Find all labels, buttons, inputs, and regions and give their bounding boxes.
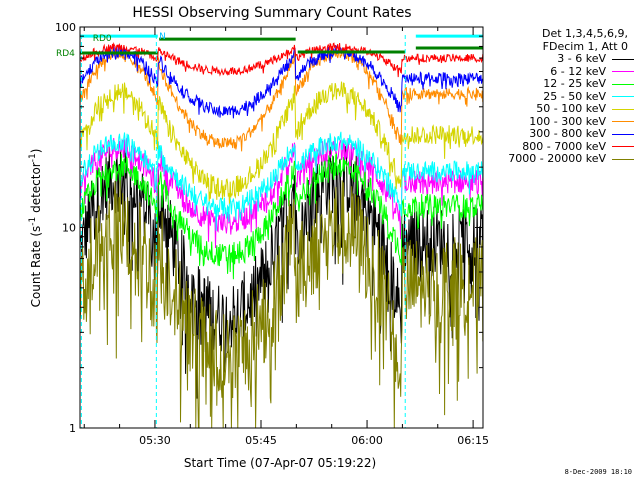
- n-label: N: [159, 32, 166, 42]
- legend-swatch: [612, 133, 634, 135]
- legend-entry: 7000 - 20000 keV: [486, 152, 636, 166]
- series-line-9: [79, 180, 484, 429]
- legend-entry: 800 - 7000 keV: [486, 139, 636, 154]
- legend: Det 1,3,4,5,6,9, FDecim 1, Att 0 3 - 6 k…: [486, 27, 636, 166]
- legend-swatch: [612, 121, 634, 123]
- legend-header-line-2: FDecim 1, Att 0: [542, 39, 628, 53]
- series-line-5: [79, 81, 484, 204]
- y-tick-label: 10: [62, 222, 76, 235]
- x-tick-label: 06:00: [351, 434, 383, 447]
- x-tick-label: 05:45: [245, 434, 277, 447]
- rd0-label: RD0: [93, 34, 112, 44]
- x-tick-label: 05:30: [139, 434, 171, 447]
- axes-layer: 1 10 100 05:30 05:45 06:00 06:15: [55, 21, 489, 447]
- legend-entry: 12 - 25 keV: [486, 77, 636, 91]
- series-line-6: [79, 47, 484, 152]
- legend-entry-label: 6 - 12 keV: [550, 64, 606, 78]
- legend-entry: 6 - 12 keV: [486, 64, 636, 79]
- legend-swatch: [612, 71, 634, 73]
- series-line-7: [79, 44, 484, 119]
- series-line-4: [79, 131, 484, 231]
- legend-entry-label: 800 - 7000 keV: [522, 139, 606, 153]
- legend-entry: 50 - 100 keV: [486, 102, 636, 116]
- footer-date: 8-Dec-2009 18:10: [564, 468, 632, 476]
- y-tick-label: 100: [55, 21, 76, 34]
- legend-entry: 3 - 6 keV: [486, 52, 636, 66]
- legend-entry-label: 50 - 100 keV: [536, 102, 606, 115]
- legend-header-line-1: Det 1,3,4,5,6,9,: [541, 27, 628, 40]
- legend-swatch: [612, 158, 634, 160]
- legend-entry-label: 300 - 800 keV: [529, 127, 606, 140]
- x-tick-label: 06:15: [457, 434, 489, 447]
- legend-swatch: [612, 58, 634, 60]
- y-tick-label: 1: [69, 422, 76, 435]
- rd4-label: RD4: [56, 49, 75, 59]
- legend-swatch: [612, 146, 634, 148]
- rd4-flag-line: [80, 37, 483, 55]
- overlay-layer: RD0 RD4 N: [56, 32, 484, 428]
- legend-entry-label: 3 - 6 keV: [557, 52, 606, 65]
- legend-swatch: [612, 83, 634, 85]
- series-layer: [79, 42, 484, 429]
- legend-entry-label: 100 - 300 keV: [529, 114, 606, 128]
- legend-swatch: [612, 96, 634, 98]
- legend-entry-label: 25 - 50 keV: [543, 89, 606, 103]
- legend-entry: 25 - 50 keV: [486, 89, 636, 104]
- chart-title: HESSI Observing Summary Count Rates: [132, 5, 411, 21]
- legend-entries: 3 - 6 keV 6 - 12 keV 12 - 25 keV 25 - 50 ke…: [486, 52, 636, 166]
- legend-swatch: [612, 108, 634, 110]
- series-line-3: [79, 153, 484, 280]
- legend-entry-label: 7000 - 20000 keV: [508, 152, 606, 165]
- x-axis-label: Start Time (07-Apr-07 05:19:22): [184, 456, 376, 470]
- legend-entry: 300 - 800 keV: [486, 127, 636, 141]
- series-line-2: [79, 135, 484, 249]
- y-axis-label: Count Rate (s-1 detector-1): [28, 149, 43, 308]
- legend-entry: 100 - 300 keV: [486, 114, 636, 129]
- legend-entry-label: 12 - 25 keV: [543, 77, 606, 90]
